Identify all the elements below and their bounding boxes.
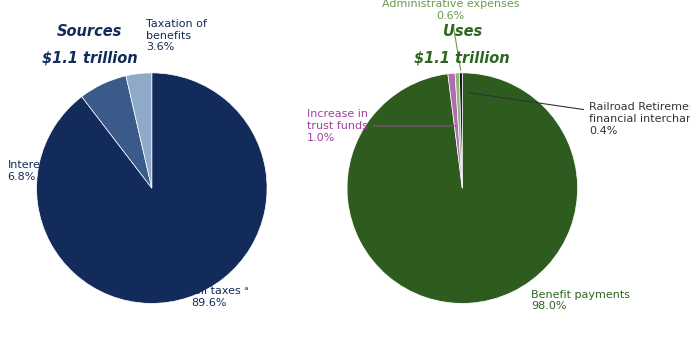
Text: Increase in
trust funds
1.0%: Increase in trust funds 1.0% [306,109,455,142]
Text: $1.1 trillion: $1.1 trillion [415,51,510,66]
Text: Payroll taxes ᵃ
89.6%: Payroll taxes ᵃ 89.6% [170,286,248,308]
Wedge shape [347,73,578,303]
Wedge shape [460,73,462,188]
Wedge shape [448,73,462,188]
Text: Interest
6.8%: Interest 6.8% [8,160,51,182]
Text: Benefit payments
98.0%: Benefit payments 98.0% [531,290,631,311]
Wedge shape [81,76,152,188]
Wedge shape [455,73,462,188]
Text: Uses: Uses [443,24,482,39]
Text: $1.1 trillion: $1.1 trillion [42,51,137,66]
Wedge shape [37,73,267,303]
Text: Administrative expenses
0.6%: Administrative expenses 0.6% [382,0,520,70]
Text: Sources: Sources [57,24,122,39]
Text: Railroad Retirement
financial interchange
0.4%: Railroad Retirement financial interchang… [470,93,690,136]
Text: Taxation of
benefits
3.6%: Taxation of benefits 3.6% [146,19,207,52]
Wedge shape [126,73,152,188]
